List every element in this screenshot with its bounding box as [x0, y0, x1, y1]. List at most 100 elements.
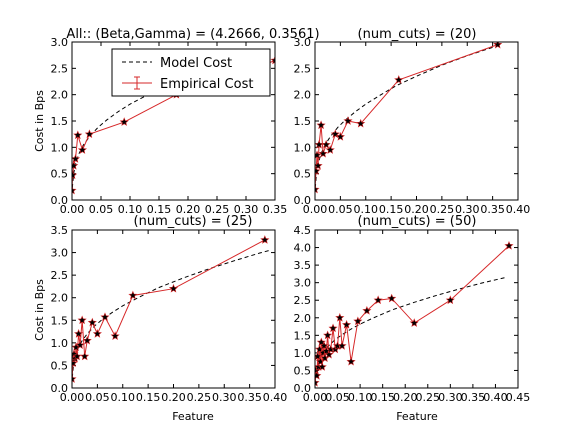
x-tick-label: 0.40 — [263, 391, 288, 404]
empirical-cost-point — [128, 290, 138, 300]
empirical-cost-point — [82, 335, 92, 345]
x-tick-label: 0.20 — [393, 391, 418, 404]
empirical-cost-point — [445, 295, 455, 305]
y-tick-label: 0.0 — [51, 194, 69, 207]
y-tick-label: 2.5 — [51, 269, 69, 282]
empirical-cost-point — [493, 42, 503, 49]
x-tick-label: 0.40 — [506, 203, 531, 216]
x-tick-label: 0.00 — [60, 203, 85, 216]
x-tick-label: 0.30 — [234, 203, 259, 216]
empirical-cost-point — [315, 150, 322, 160]
empirical-cost-point — [75, 340, 85, 349]
empirical-cost-point — [168, 283, 179, 293]
y-axis-label: Cost in Bps — [33, 90, 46, 152]
empirical-cost-point — [373, 295, 383, 305]
y-tick-label: 1.5 — [51, 314, 69, 327]
empirical-cost-point — [362, 305, 372, 315]
plot-area: 0.000.050.100.150.200.250.300.350.400.45… — [294, 224, 531, 404]
subplot-bottom-right: (num_cuts) = (50) Feature 0.000.050.100.… — [294, 214, 531, 423]
y-tick-label: 3.5 — [51, 224, 69, 237]
subplot-top-right: (num_cuts) = (20) 0.00 0.05 0.10 0.15 0.20 0.… — [294, 27, 531, 216]
x-tick-label: 0.00 — [303, 203, 328, 216]
empirical-cost-point — [260, 235, 270, 244]
legend: Model Cost Empirical Cost — [111, 48, 271, 97]
empirical-cost-point — [409, 318, 419, 327]
y-tick-label: 3.5 — [294, 259, 312, 272]
x-tick-label: 0.05 — [325, 391, 350, 404]
y-tick-label: 0.0 — [51, 382, 69, 395]
x-tick-label: 0.30 — [212, 391, 237, 404]
empirical-cost-point — [73, 130, 83, 140]
empirical-cost-point — [270, 55, 275, 65]
subplot-title: (num_cuts) = (25) — [134, 214, 253, 229]
empirical-cost-point — [72, 170, 78, 180]
series-layer — [315, 42, 503, 194]
empirical-cost-point — [77, 315, 87, 325]
axes-frame — [314, 41, 519, 201]
empirical-cost-point — [316, 120, 326, 130]
x-tick-label: 0.35 — [461, 391, 486, 404]
empirical-cost-point — [353, 316, 363, 326]
y-tick-label: 2.0 — [51, 292, 69, 305]
y-tick-label: 3.0 — [51, 247, 69, 260]
empirical-cost-point — [394, 75, 404, 84]
y-tick-label: 2.0 — [51, 89, 69, 102]
subplot-title: (num_cuts) = (50) — [358, 214, 477, 229]
empirical-cost-point — [84, 129, 94, 139]
empirical-cost-point — [119, 117, 129, 126]
x-tick-label: 0.25 — [187, 391, 212, 404]
empirical-cost-point — [323, 330, 333, 340]
x-tick-label: 0.25 — [205, 203, 230, 216]
x-tick-label: 0.05 — [328, 203, 353, 216]
empirical-cost-point — [80, 351, 90, 361]
x-tick-label: 0.20 — [176, 203, 201, 216]
empirical-cost-point — [328, 323, 338, 333]
y-tick-label: 0.0 — [294, 382, 312, 395]
empirical-cost-point — [337, 341, 347, 350]
x-tick-label: 0.10 — [354, 203, 379, 216]
x-tick-label: 0.20 — [161, 391, 186, 404]
x-tick-label: 0.00 — [60, 391, 85, 404]
legend-empirical-label: Empirical Cost — [160, 77, 253, 92]
x-tick-label: 0.20 — [404, 203, 429, 216]
x-axis-label: Feature — [396, 410, 438, 423]
y-tick-label: 1.5 — [51, 115, 69, 128]
empirical-cost-point — [342, 320, 352, 329]
x-tick-label: 0.15 — [379, 203, 404, 216]
y-tick-label: 1.0 — [294, 347, 312, 360]
x-tick-label: 0.05 — [85, 391, 110, 404]
x-tick-label: 0.15 — [370, 391, 395, 404]
y-tick-label: 0.5 — [51, 168, 69, 181]
empirical-cost-point — [72, 185, 77, 195]
subplot-title: All:: (Beta,Gamma) = (4.2666, 0.3561) — [66, 27, 319, 42]
plot-area: 0.00 0.05 0.10 0.15 0.20 0.25 0.30 0.35 0.40 0.0 0… — [294, 36, 531, 216]
x-tick-label: 0.30 — [455, 203, 480, 216]
empirical-cost-point — [504, 241, 514, 250]
series-layer — [72, 235, 271, 383]
y-tick-label: 0.5 — [51, 359, 69, 372]
x-tick-label: 0.25 — [416, 391, 441, 404]
x-axis-label: Feature — [172, 410, 214, 423]
empirical-cost-point — [343, 116, 353, 125]
x-tick-label: 0.15 — [136, 391, 161, 404]
x-tick-label: 0.00 — [303, 391, 328, 404]
empirical-cost-point — [317, 362, 327, 371]
y-tick-label: 2.5 — [294, 62, 312, 75]
empirical-cost-point — [92, 329, 102, 338]
empirical-cost-point — [72, 351, 82, 361]
empirical-cost-point — [335, 313, 345, 322]
x-tick-label: 0.05 — [89, 203, 114, 216]
x-tick-label: 0.10 — [111, 391, 136, 404]
y-tick-label: 2.5 — [51, 62, 69, 75]
empirical-cost-point — [325, 145, 335, 154]
empirical-cost-point — [87, 317, 97, 327]
empirical-cost-point — [315, 370, 322, 380]
y-tick-label: 0.0 — [294, 194, 312, 207]
y-tick-label: 1.0 — [51, 337, 69, 350]
y-axis-label: Cost in Bps — [33, 279, 46, 341]
y-tick-label: 1.5 — [294, 329, 312, 342]
y-tick-label: 3.0 — [294, 277, 312, 290]
y-tick-label: 2.0 — [294, 89, 312, 102]
